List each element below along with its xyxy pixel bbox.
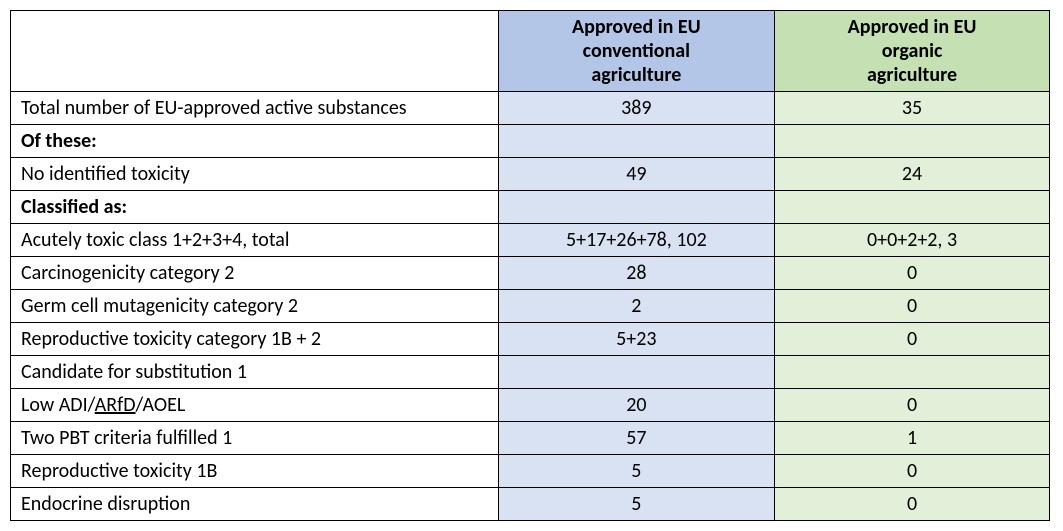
- header-organic-line3: agriculture: [867, 63, 957, 87]
- row-org: [775, 125, 1050, 158]
- table-row: Endocrine disruption 5 0: [11, 488, 1050, 521]
- row-org: 0: [775, 290, 1050, 323]
- row-org: 0: [775, 323, 1050, 356]
- row-conv: 5: [498, 488, 774, 521]
- table-row: Reproductive toxicity category 1B + 2 5+…: [11, 323, 1050, 356]
- row-conv: [498, 125, 774, 158]
- row-label: Reproductive toxicity 1B: [11, 455, 499, 488]
- header-organic: Approved in EU organic agriculture: [775, 11, 1050, 92]
- row-conv: 28: [498, 257, 774, 290]
- row-org: 0: [775, 257, 1050, 290]
- row-org: 0: [775, 488, 1050, 521]
- table-row: Germ cell mutagenicity category 2 2 0: [11, 290, 1050, 323]
- row-conv: 5+23: [498, 323, 774, 356]
- table-row: Total number of EU-approved active subst…: [11, 92, 1050, 125]
- header-organic-line1: Approved in EU: [848, 15, 977, 39]
- row-conv: 2: [498, 290, 774, 323]
- row-conv: 5: [498, 455, 774, 488]
- row-label: Carcinogenicity category 2: [11, 257, 499, 290]
- row-label: Acutely toxic class 1+2+3+4, total: [11, 224, 499, 257]
- row-label: Of these:: [11, 125, 499, 158]
- eu-pesticide-table: Approved in EU conventional agriculture …: [10, 10, 1050, 521]
- row-org: [775, 191, 1050, 224]
- row-label: Two PBT criteria fulfilled 1: [11, 422, 499, 455]
- row-label: Reproductive toxicity category 1B + 2: [11, 323, 499, 356]
- table-row: Of these:: [11, 125, 1050, 158]
- row-org: [775, 356, 1050, 389]
- header-conventional-line1: Approved in EU: [572, 15, 701, 39]
- table-row: Carcinogenicity category 2 28 0: [11, 257, 1050, 290]
- row-conv: 5+17+26+78, 102: [498, 224, 774, 257]
- row-label: Low ADI/ARfD/AOEL: [11, 389, 499, 422]
- row-label: Total number of EU-approved active subst…: [11, 92, 499, 125]
- header-conventional-line2: conventional: [583, 39, 690, 63]
- row-label: Germ cell mutagenicity category 2: [11, 290, 499, 323]
- header-conventional: Approved in EU conventional agriculture: [498, 11, 774, 92]
- row-label: Classified as:: [11, 191, 499, 224]
- table-row: Reproductive toxicity 1B 5 0: [11, 455, 1050, 488]
- row-label-post: /AOEL: [136, 393, 186, 417]
- row-conv: 57: [498, 422, 774, 455]
- header-organic-line2: organic: [882, 39, 943, 63]
- table-row: Two PBT criteria fulfilled 1 57 1: [11, 422, 1050, 455]
- table-row: Acutely toxic class 1+2+3+4, total 5+17+…: [11, 224, 1050, 257]
- table-body: Total number of EU-approved active subst…: [11, 92, 1050, 521]
- row-conv: [498, 191, 774, 224]
- header-conventional-line3: agriculture: [591, 63, 681, 87]
- row-conv: 20: [498, 389, 774, 422]
- header-row: Approved in EU conventional agriculture …: [11, 11, 1050, 92]
- table-row: Candidate for substitution 1: [11, 356, 1050, 389]
- row-conv: [498, 356, 774, 389]
- row-label-pre: Low ADI/: [21, 393, 95, 417]
- row-label: Endocrine disruption: [11, 488, 499, 521]
- row-label: No identified toxicity: [11, 158, 499, 191]
- row-label-mid: ARfD: [95, 393, 136, 417]
- row-org: 35: [775, 92, 1050, 125]
- row-org: 0: [775, 389, 1050, 422]
- row-org: 24: [775, 158, 1050, 191]
- row-conv: 389: [498, 92, 774, 125]
- table-row: Classified as:: [11, 191, 1050, 224]
- row-label: Candidate for substitution 1: [11, 356, 499, 389]
- row-org: 0+0+2+2, 3: [775, 224, 1050, 257]
- table-row: No identified toxicity 49 24: [11, 158, 1050, 191]
- header-blank: [11, 11, 499, 92]
- row-org: 1: [775, 422, 1050, 455]
- row-conv: 49: [498, 158, 774, 191]
- row-org: 0: [775, 455, 1050, 488]
- table-row: Low ADI/ARfD/AOEL 20 0: [11, 389, 1050, 422]
